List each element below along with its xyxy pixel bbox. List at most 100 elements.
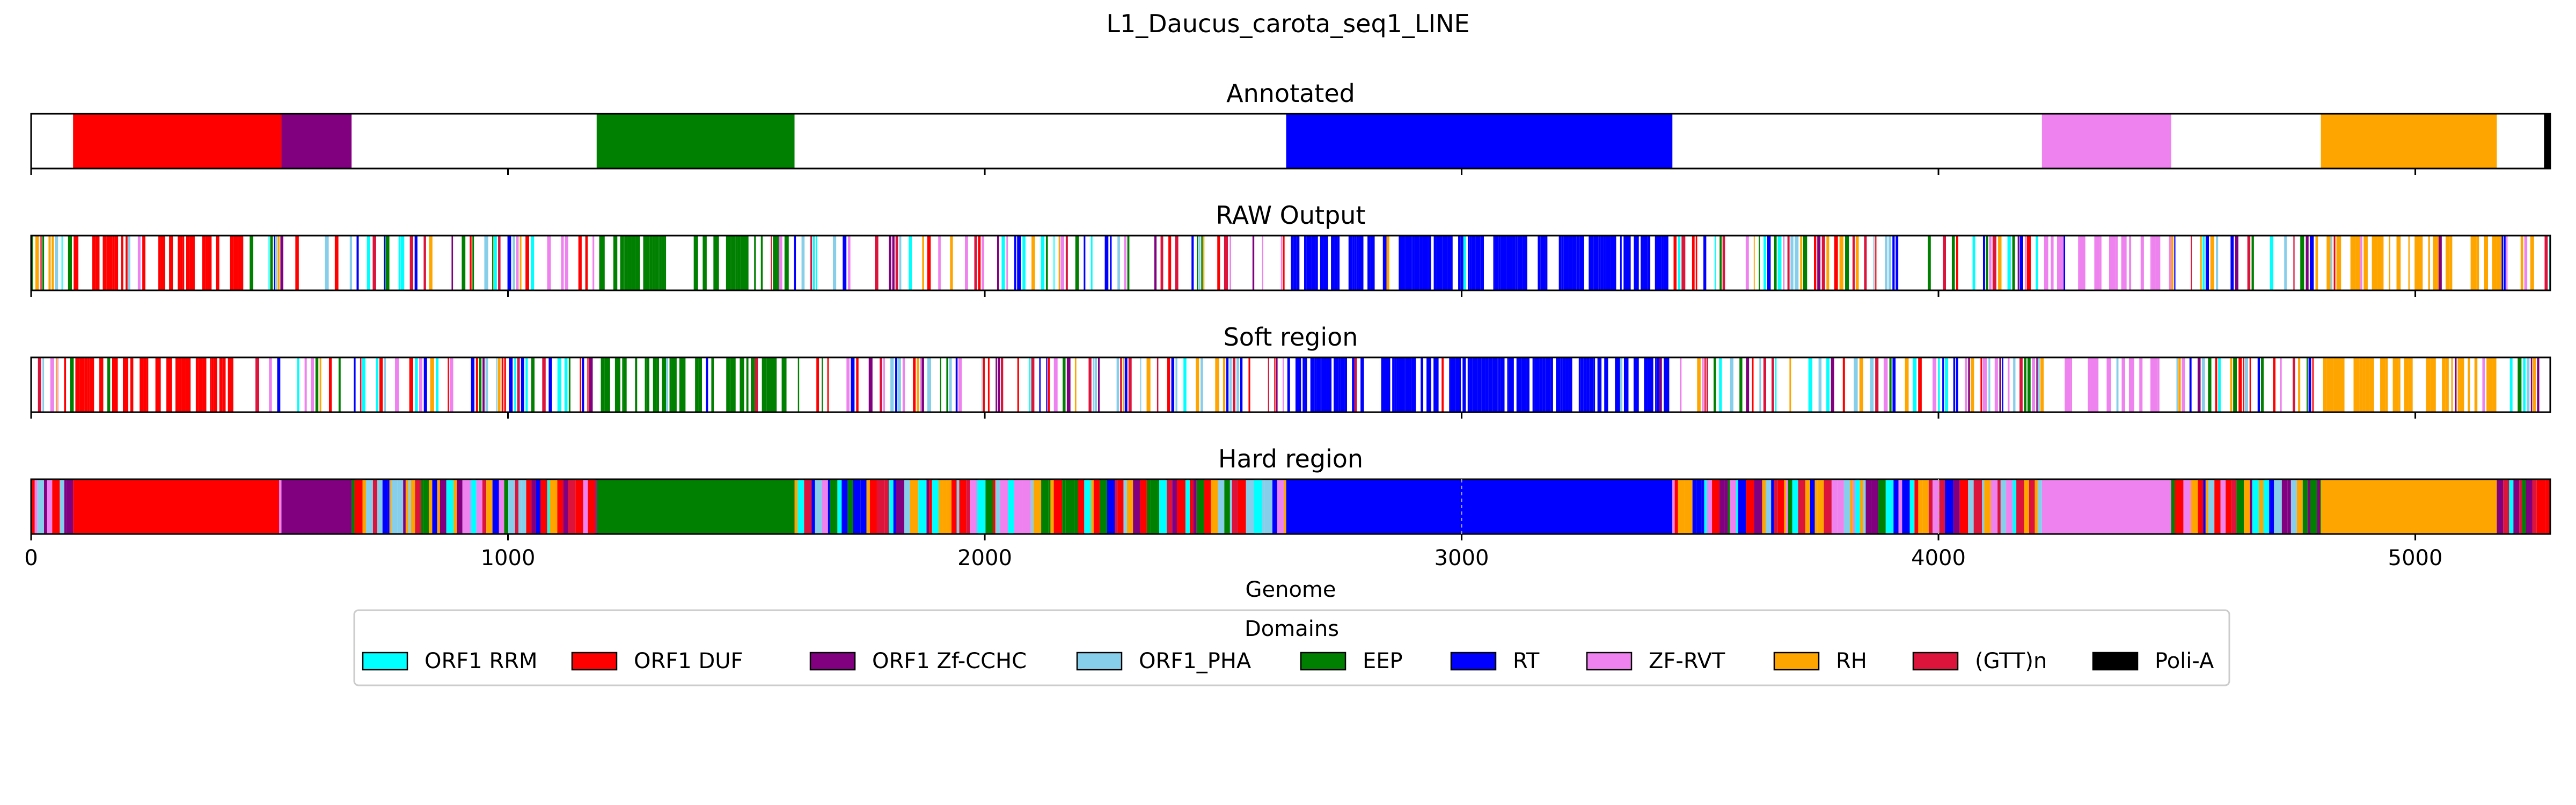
domain-bar bbox=[1695, 236, 1697, 290]
domain-bar bbox=[1989, 236, 1992, 290]
domain-bar bbox=[178, 236, 180, 290]
domain-bar bbox=[2140, 236, 2144, 290]
legend-swatch bbox=[1300, 652, 1346, 671]
domain-bar bbox=[2230, 357, 2233, 412]
domain-bar bbox=[1084, 479, 1092, 534]
domain-bar bbox=[1657, 236, 1662, 290]
domain-bar bbox=[1039, 357, 1041, 412]
domain-bar bbox=[913, 357, 916, 412]
domain-bar bbox=[279, 479, 282, 534]
domain-bar bbox=[1093, 357, 1094, 412]
domain-bar bbox=[2183, 479, 2191, 534]
domain-bar bbox=[1560, 357, 1563, 412]
domain-bar bbox=[595, 479, 597, 534]
domain-bar bbox=[1201, 236, 1203, 290]
domain-bar bbox=[550, 479, 558, 534]
domain-bar bbox=[851, 357, 855, 412]
domain-bar bbox=[1579, 236, 1584, 290]
domain-bar bbox=[1115, 479, 1118, 534]
domain-bar bbox=[2300, 236, 2304, 290]
domain-bar bbox=[2235, 236, 2238, 290]
domain-bar bbox=[403, 479, 406, 534]
domain-bar bbox=[596, 114, 795, 169]
domain-bar bbox=[84, 357, 88, 412]
domain-bar bbox=[2504, 236, 2506, 290]
domain-bar bbox=[2389, 236, 2391, 290]
domain-bar bbox=[1783, 236, 1785, 290]
domain-bar bbox=[155, 357, 161, 412]
domain-bar bbox=[982, 357, 983, 412]
domain-bar bbox=[2197, 357, 2201, 412]
domain-bar bbox=[2339, 357, 2345, 412]
domain-bar bbox=[146, 357, 149, 412]
domain-bar bbox=[1745, 236, 1749, 290]
domain-bar bbox=[1429, 236, 1431, 290]
domain-bar bbox=[1203, 236, 1205, 290]
domain-bar bbox=[1463, 236, 1466, 290]
domain-bar bbox=[779, 236, 782, 290]
domain-bar bbox=[2218, 357, 2221, 412]
domain-bar bbox=[280, 236, 283, 290]
domain-bar bbox=[494, 236, 497, 290]
domain-bar bbox=[1406, 357, 1409, 412]
domain-bar bbox=[1994, 357, 1998, 412]
domain-bar bbox=[921, 357, 924, 412]
domain-bar bbox=[1117, 236, 1120, 290]
track-annotated: Annotated bbox=[30, 79, 2551, 175]
domain-bar bbox=[951, 479, 957, 534]
domain-bar bbox=[797, 479, 804, 534]
domain-bar bbox=[1415, 236, 1420, 290]
domain-bar bbox=[446, 479, 454, 534]
domain-bar bbox=[1196, 479, 1204, 534]
domain-bar bbox=[1568, 357, 1572, 412]
domain-bar bbox=[2263, 479, 2270, 534]
domain-bar bbox=[1006, 236, 1008, 290]
tracks-area: Annotated RAW Output Soft region Hard regio… bbox=[30, 79, 2551, 540]
domain-bar bbox=[2174, 236, 2176, 290]
domain-bar bbox=[382, 479, 387, 534]
domain-bar bbox=[1110, 236, 1112, 290]
domain-bar bbox=[669, 357, 671, 412]
domain-bar bbox=[476, 479, 482, 534]
domain-bar bbox=[2249, 357, 2251, 412]
domain-bar bbox=[1889, 357, 1892, 412]
x-tick-label: 0 bbox=[24, 546, 38, 570]
domain-bar bbox=[1229, 357, 1232, 412]
track-title: RAW Output bbox=[1216, 201, 1366, 230]
domain-bar bbox=[2036, 236, 2038, 290]
domain-bar bbox=[547, 479, 550, 534]
domain-bar bbox=[658, 236, 660, 290]
domain-bar bbox=[1354, 357, 1357, 412]
domain-bar bbox=[1990, 479, 1998, 534]
domain-bar bbox=[1620, 357, 1623, 412]
domain-bar bbox=[1126, 479, 1133, 534]
domain-bar bbox=[1151, 479, 1160, 534]
domain-bar bbox=[70, 357, 74, 412]
domain-bar bbox=[1312, 236, 1315, 290]
domain-bar bbox=[186, 357, 191, 412]
domain-bar bbox=[37, 479, 45, 534]
domain-bar bbox=[475, 357, 478, 412]
domain-bar bbox=[1664, 236, 1668, 290]
domain-bar bbox=[1127, 236, 1130, 290]
domain-bar bbox=[2520, 236, 2523, 290]
domain-bar bbox=[996, 357, 997, 412]
domain-bar bbox=[2468, 357, 2470, 412]
domain-bar bbox=[2250, 479, 2252, 534]
domain-bar bbox=[729, 357, 731, 412]
domain-bar bbox=[525, 236, 529, 290]
domain-bar bbox=[1172, 479, 1177, 534]
domain-bar bbox=[1628, 236, 1631, 290]
domain-bar bbox=[2281, 479, 2288, 534]
legend-entry: ORF1_PHA bbox=[1076, 649, 1252, 674]
domain-bar bbox=[2385, 357, 2388, 412]
domain-bar bbox=[297, 357, 299, 412]
legend-entry: Poli-A bbox=[2092, 649, 2214, 674]
domain-bar bbox=[1837, 479, 1844, 534]
domain-bar bbox=[2330, 236, 2333, 290]
domain-bar bbox=[1898, 479, 1902, 534]
domain-bar bbox=[1538, 236, 1541, 290]
domain-bar bbox=[766, 357, 771, 412]
domain-bar bbox=[160, 236, 165, 290]
domain-bar bbox=[2428, 236, 2430, 290]
